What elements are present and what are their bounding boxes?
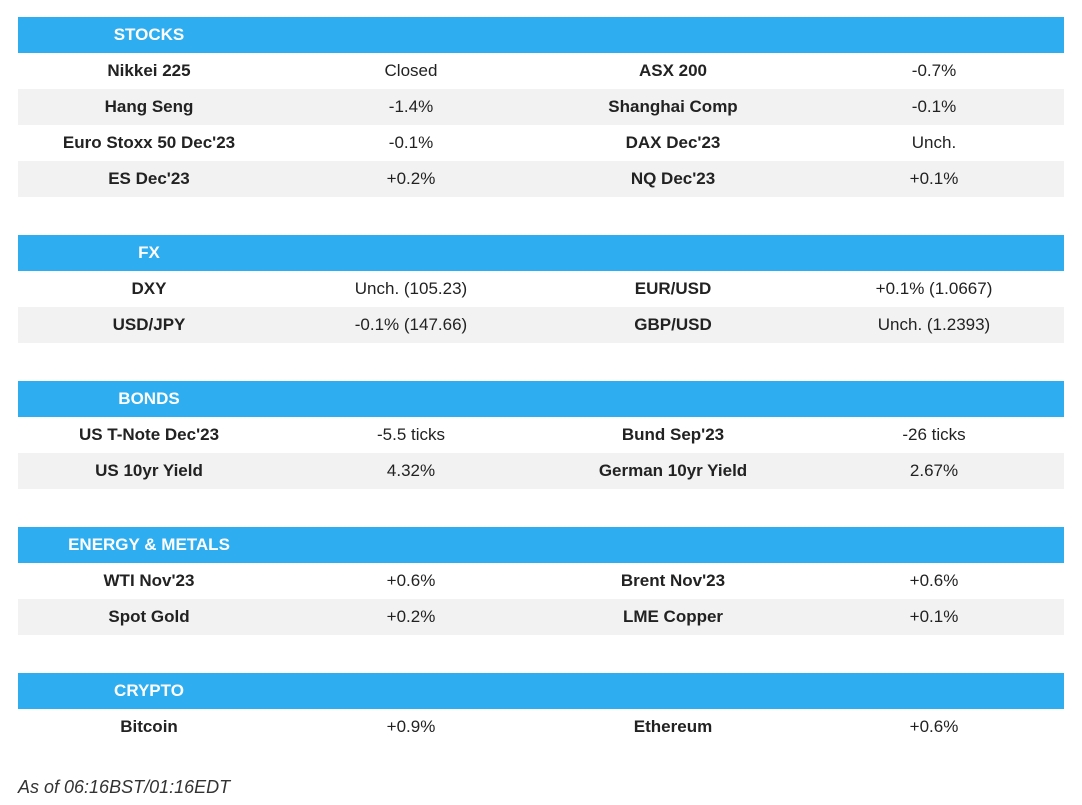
instrument-name: German 10yr Yield: [598, 461, 748, 480]
instrument-change: +0.2%: [386, 607, 436, 626]
table-row: US T-Note Dec'23 -5.5 ticks Bund Sep'23 …: [18, 417, 1064, 453]
instrument-change: +0.1%: [909, 169, 959, 188]
instrument-name: DXY: [131, 279, 167, 298]
section-title: ENERGY & METALS: [68, 535, 230, 554]
market-snapshot: STOCKS Nikkei 225 Closed ASX 200 -0.7% H…: [18, 17, 1064, 783]
instrument-change: 4.32%: [386, 461, 436, 480]
instrument-name: NQ Dec'23: [630, 169, 716, 188]
section-title: BONDS: [118, 389, 180, 408]
instrument-name: WTI Nov'23: [103, 571, 195, 590]
table-row: WTI Nov'23 +0.6% Brent Nov'23 +0.6%: [18, 563, 1064, 599]
instrument-change: +0.9%: [386, 717, 436, 736]
section-header: STOCKS: [18, 17, 1064, 53]
instrument-change: -0.1% (147.66): [354, 315, 468, 334]
instrument-name: ES Dec'23: [108, 169, 190, 188]
instrument-name: DAX Dec'23: [625, 133, 721, 152]
instrument-change: -1.4%: [388, 97, 434, 116]
instrument-change: Unch. (105.23): [354, 279, 468, 298]
instrument-name: US T-Note Dec'23: [78, 425, 220, 444]
table-row: USD/JPY -0.1% (147.66) GBP/USD Unch. (1.…: [18, 307, 1064, 343]
section-header: FX: [18, 235, 1064, 271]
section-title: STOCKS: [113, 25, 185, 44]
instrument-name: Euro Stoxx 50 Dec'23: [62, 133, 236, 152]
section-header: CRYPTO: [18, 673, 1064, 709]
instrument-change: -0.7%: [911, 61, 957, 80]
instrument-change: +0.1%: [909, 607, 959, 626]
section-title: CRYPTO: [114, 681, 184, 700]
instrument-change: +0.1% (1.0667): [875, 279, 993, 298]
instrument-change: -26 ticks: [902, 425, 966, 444]
instrument-name: Hang Seng: [104, 97, 194, 116]
instrument-change: Unch.: [911, 133, 957, 152]
timestamp-note: As of 06:16BST/01:16EDT: [18, 777, 231, 797]
instrument-change: 2.67%: [909, 461, 959, 480]
instrument-change: Closed: [384, 61, 438, 80]
table-row: Hang Seng -1.4% Shanghai Comp -0.1%: [18, 89, 1064, 125]
section-header: ENERGY & METALS: [18, 527, 1064, 563]
instrument-change: -5.5 ticks: [376, 425, 446, 444]
instrument-name: USD/JPY: [112, 315, 186, 334]
section-title: FX: [138, 243, 160, 262]
instrument-name: Ethereum: [633, 717, 713, 736]
table-row: Nikkei 225 Closed ASX 200 -0.7%: [18, 53, 1064, 89]
instrument-change: +0.2%: [386, 169, 436, 188]
instrument-name: Shanghai Comp: [608, 97, 738, 116]
instrument-change: Unch. (1.2393): [877, 315, 991, 334]
instrument-name: Nikkei 225: [107, 61, 191, 80]
instrument-name: US 10yr Yield: [95, 461, 203, 480]
section-crypto: CRYPTO Bitcoin +0.9% Ethereum +0.6%: [18, 673, 1064, 745]
table-row: Spot Gold +0.2% LME Copper +0.1%: [18, 599, 1064, 635]
instrument-change: +0.6%: [909, 717, 959, 736]
table-row: Bitcoin +0.9% Ethereum +0.6%: [18, 709, 1064, 745]
section-header: BONDS: [18, 381, 1064, 417]
instrument-change: +0.6%: [386, 571, 436, 590]
instrument-name: LME Copper: [622, 607, 724, 626]
instrument-name: Bitcoin: [120, 717, 178, 736]
table-row: Euro Stoxx 50 Dec'23 -0.1% DAX Dec'23 Un…: [18, 125, 1064, 161]
table-row: US 10yr Yield 4.32% German 10yr Yield 2.…: [18, 453, 1064, 489]
section-energy-metals: ENERGY & METALS WTI Nov'23 +0.6% Brent N…: [18, 527, 1064, 635]
instrument-name: Spot Gold: [108, 607, 190, 626]
instrument-name: ASX 200: [638, 61, 708, 80]
instrument-name: Bund Sep'23: [621, 425, 725, 444]
section-bonds: BONDS US T-Note Dec'23 -5.5 ticks Bund S…: [18, 381, 1064, 489]
section-fx: FX DXY Unch. (105.23) EUR/USD +0.1% (1.0…: [18, 235, 1064, 343]
table-row: DXY Unch. (105.23) EUR/USD +0.1% (1.0667…: [18, 271, 1064, 307]
instrument-name: Brent Nov'23: [620, 571, 726, 590]
instrument-name: EUR/USD: [634, 279, 712, 298]
instrument-change: +0.6%: [909, 571, 959, 590]
table-row: ES Dec'23 +0.2% NQ Dec'23 +0.1%: [18, 161, 1064, 197]
instrument-change: -0.1%: [388, 133, 434, 152]
instrument-change: -0.1%: [911, 97, 957, 116]
instrument-name: GBP/USD: [634, 315, 712, 334]
section-stocks: STOCKS Nikkei 225 Closed ASX 200 -0.7% H…: [18, 17, 1064, 197]
